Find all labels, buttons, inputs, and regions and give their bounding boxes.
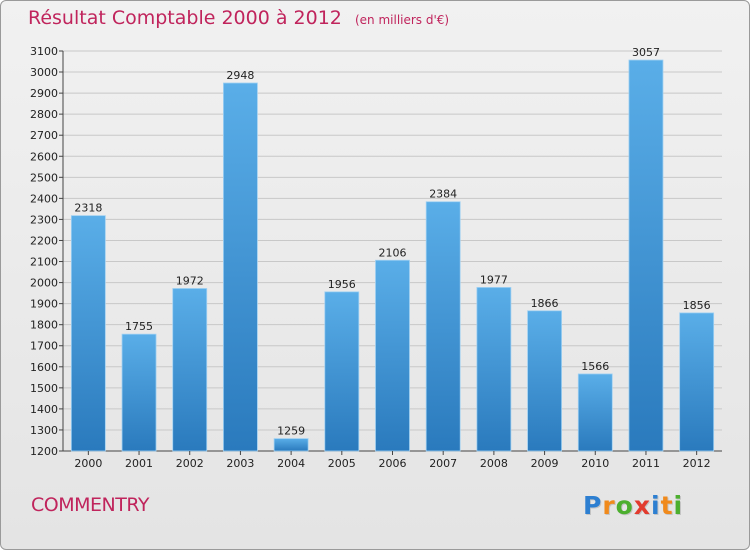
x-tick-label: 2000 — [74, 457, 102, 470]
chart-subtitle: (en milliers d'€) — [354, 13, 450, 27]
logo-letter: P — [583, 491, 603, 520]
y-tick-label: 1200 — [30, 445, 58, 458]
y-tick-label: 1400 — [30, 403, 58, 416]
data-label: 1259 — [277, 425, 305, 438]
y-tick-label: 1700 — [30, 340, 58, 353]
bar — [628, 59, 664, 452]
data-label: 1755 — [125, 320, 153, 333]
x-tick-label: 2011 — [632, 457, 660, 470]
bar — [223, 82, 258, 452]
y-tick-label: 3100 — [30, 45, 58, 58]
x-tick-label: 2009 — [531, 457, 559, 470]
x-tick-label: 2001 — [125, 457, 153, 470]
bar — [425, 201, 461, 452]
logo-letter: t — [660, 491, 674, 520]
data-label: 2948 — [226, 69, 254, 82]
x-tick-label: 2004 — [277, 457, 305, 470]
y-tick-label: 2000 — [30, 277, 58, 290]
x-tick-label: 2003 — [226, 457, 254, 470]
x-tick-label: 2006 — [379, 457, 407, 470]
y-tick-label: 2400 — [30, 192, 58, 205]
title-line: Résultat Comptable 2000 à 2012 (en milli… — [28, 7, 449, 29]
bar — [121, 333, 157, 452]
y-tick-label: 1600 — [30, 361, 58, 374]
y-tick-label: 1300 — [30, 424, 58, 437]
bar — [324, 291, 360, 452]
data-label: 1866 — [531, 297, 559, 310]
y-tick-label: 2100 — [30, 256, 58, 269]
bar — [70, 215, 106, 452]
y-tick-label: 2700 — [30, 129, 58, 142]
proxiti-logo[interactable]: Proxiti — [583, 491, 683, 520]
y-tick-label: 2200 — [30, 234, 58, 247]
y-tick-label: 1900 — [30, 298, 58, 311]
bar — [527, 310, 562, 452]
chart-title: Résultat Comptable 2000 à 2012 — [28, 7, 342, 29]
data-label: 1856 — [683, 299, 711, 312]
commune-name: COMMENTRY — [31, 494, 149, 516]
logo-letter: o — [615, 491, 634, 520]
data-label: 3057 — [632, 46, 660, 59]
data-label: 1566 — [581, 360, 609, 373]
logo-letter: x — [633, 491, 651, 520]
x-tick-label: 2007 — [429, 457, 457, 470]
data-label: 1977 — [480, 273, 508, 286]
y-tick-label: 2500 — [30, 171, 58, 184]
y-tick-label: 2300 — [30, 213, 58, 226]
logo-letter: i — [673, 491, 684, 520]
logo-letter: r — [602, 491, 616, 520]
y-tick-label: 1500 — [30, 382, 58, 395]
data-label: 2318 — [74, 202, 102, 215]
y-tick-label: 3000 — [30, 66, 58, 79]
bar — [476, 287, 512, 452]
y-tick-label: 2900 — [30, 87, 58, 100]
y-tick-label: 2600 — [30, 150, 58, 163]
data-label: 2106 — [379, 246, 407, 259]
bar — [577, 373, 613, 452]
data-label: 1972 — [176, 274, 204, 287]
bar — [375, 259, 410, 452]
y-tick-label: 2800 — [30, 108, 58, 121]
data-label: 2384 — [429, 188, 457, 201]
y-tick-label: 1800 — [30, 319, 58, 332]
data-label: 1956 — [328, 278, 356, 291]
bar — [679, 312, 715, 452]
bar — [172, 288, 208, 452]
x-tick-label: 2002 — [176, 457, 204, 470]
x-tick-label: 2008 — [480, 457, 508, 470]
logo-letter: i — [651, 491, 661, 520]
x-tick-label: 2010 — [581, 457, 609, 470]
bar — [273, 438, 309, 452]
x-tick-label: 2012 — [683, 457, 711, 470]
x-tick-label: 2005 — [328, 457, 356, 470]
